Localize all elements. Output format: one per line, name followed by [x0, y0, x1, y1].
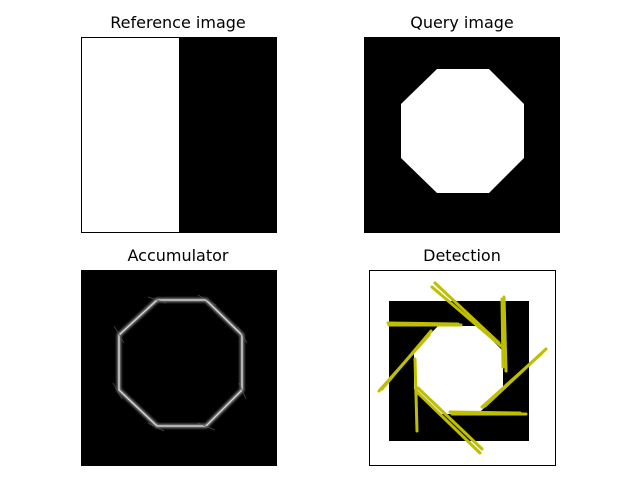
query-title: Query image: [410, 13, 514, 32]
reference-image: [82, 38, 276, 232]
detection-axes: [369, 270, 556, 466]
accumulator-axes: [81, 270, 277, 466]
reference-title: Reference image: [110, 13, 246, 32]
detection-lines: [377, 281, 548, 455]
reference-black-half: [179, 38, 276, 232]
detection-title: Detection: [423, 246, 501, 265]
query-octagon: [401, 69, 524, 193]
query-image: [365, 38, 559, 232]
detection-image: [370, 271, 555, 465]
detection-octagon: [414, 326, 503, 414]
reference-image-axes: [81, 37, 277, 233]
accumulator-image: [82, 271, 276, 465]
accumulator-title: Accumulator: [127, 246, 229, 265]
query-image-axes: [364, 37, 560, 233]
